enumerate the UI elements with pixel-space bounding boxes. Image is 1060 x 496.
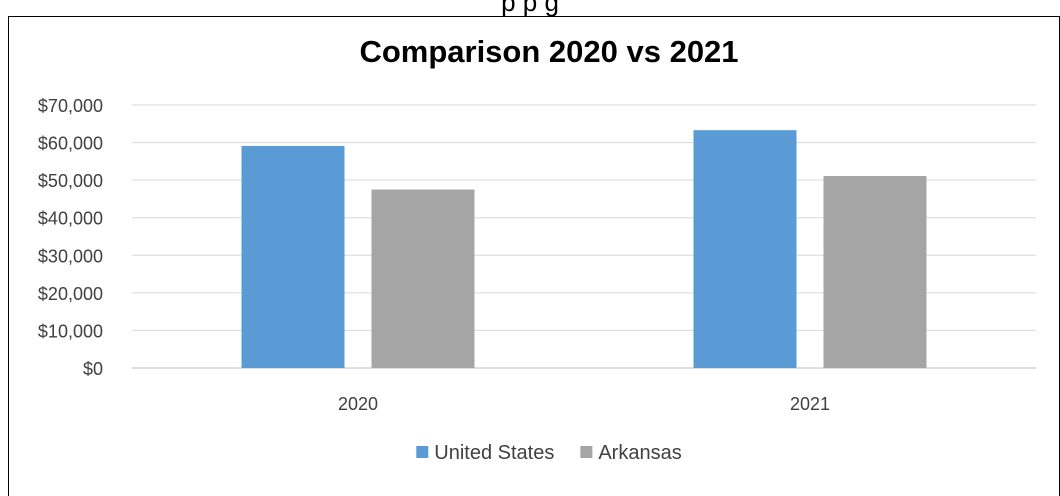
y-tick-label: $10,000: [38, 321, 103, 341]
bar-united-states-2020: [241, 145, 345, 368]
y-tick-label: $50,000: [38, 171, 103, 191]
x-tick-label: 2020: [338, 394, 378, 414]
y-tick-label: $0: [83, 359, 103, 379]
legend-label: United States: [434, 442, 554, 464]
legend: United States Arkansas: [416, 442, 682, 464]
legend-swatch-arkansas: [580, 446, 593, 458]
y-axis-tick-labels: $0 $10,000 $20,000 $30,000 $40,000 $50,000 $60…: [38, 96, 103, 379]
bar-united-states-2021: [693, 130, 797, 368]
y-tick-label: $20,000: [38, 284, 103, 304]
bars: [241, 130, 927, 368]
bar-arkansas-2021: [823, 176, 927, 368]
y-tick-label: $40,000: [38, 209, 103, 229]
y-tick-label: $30,000: [38, 246, 103, 266]
x-tick-label: 2021: [790, 394, 830, 414]
legend-swatch-united-states: [416, 446, 429, 458]
chart-title: Comparison 2020 vs 2021: [359, 34, 738, 69]
x-axis-tick-labels: 2020 2021: [338, 394, 830, 414]
cropped-top-text: p p g: [501, 0, 559, 17]
y-tick-label: $60,000: [38, 134, 103, 154]
y-tick-label: $70,000: [38, 96, 103, 116]
bar-arkansas-2020: [371, 189, 475, 368]
legend-label: Arkansas: [598, 442, 681, 464]
